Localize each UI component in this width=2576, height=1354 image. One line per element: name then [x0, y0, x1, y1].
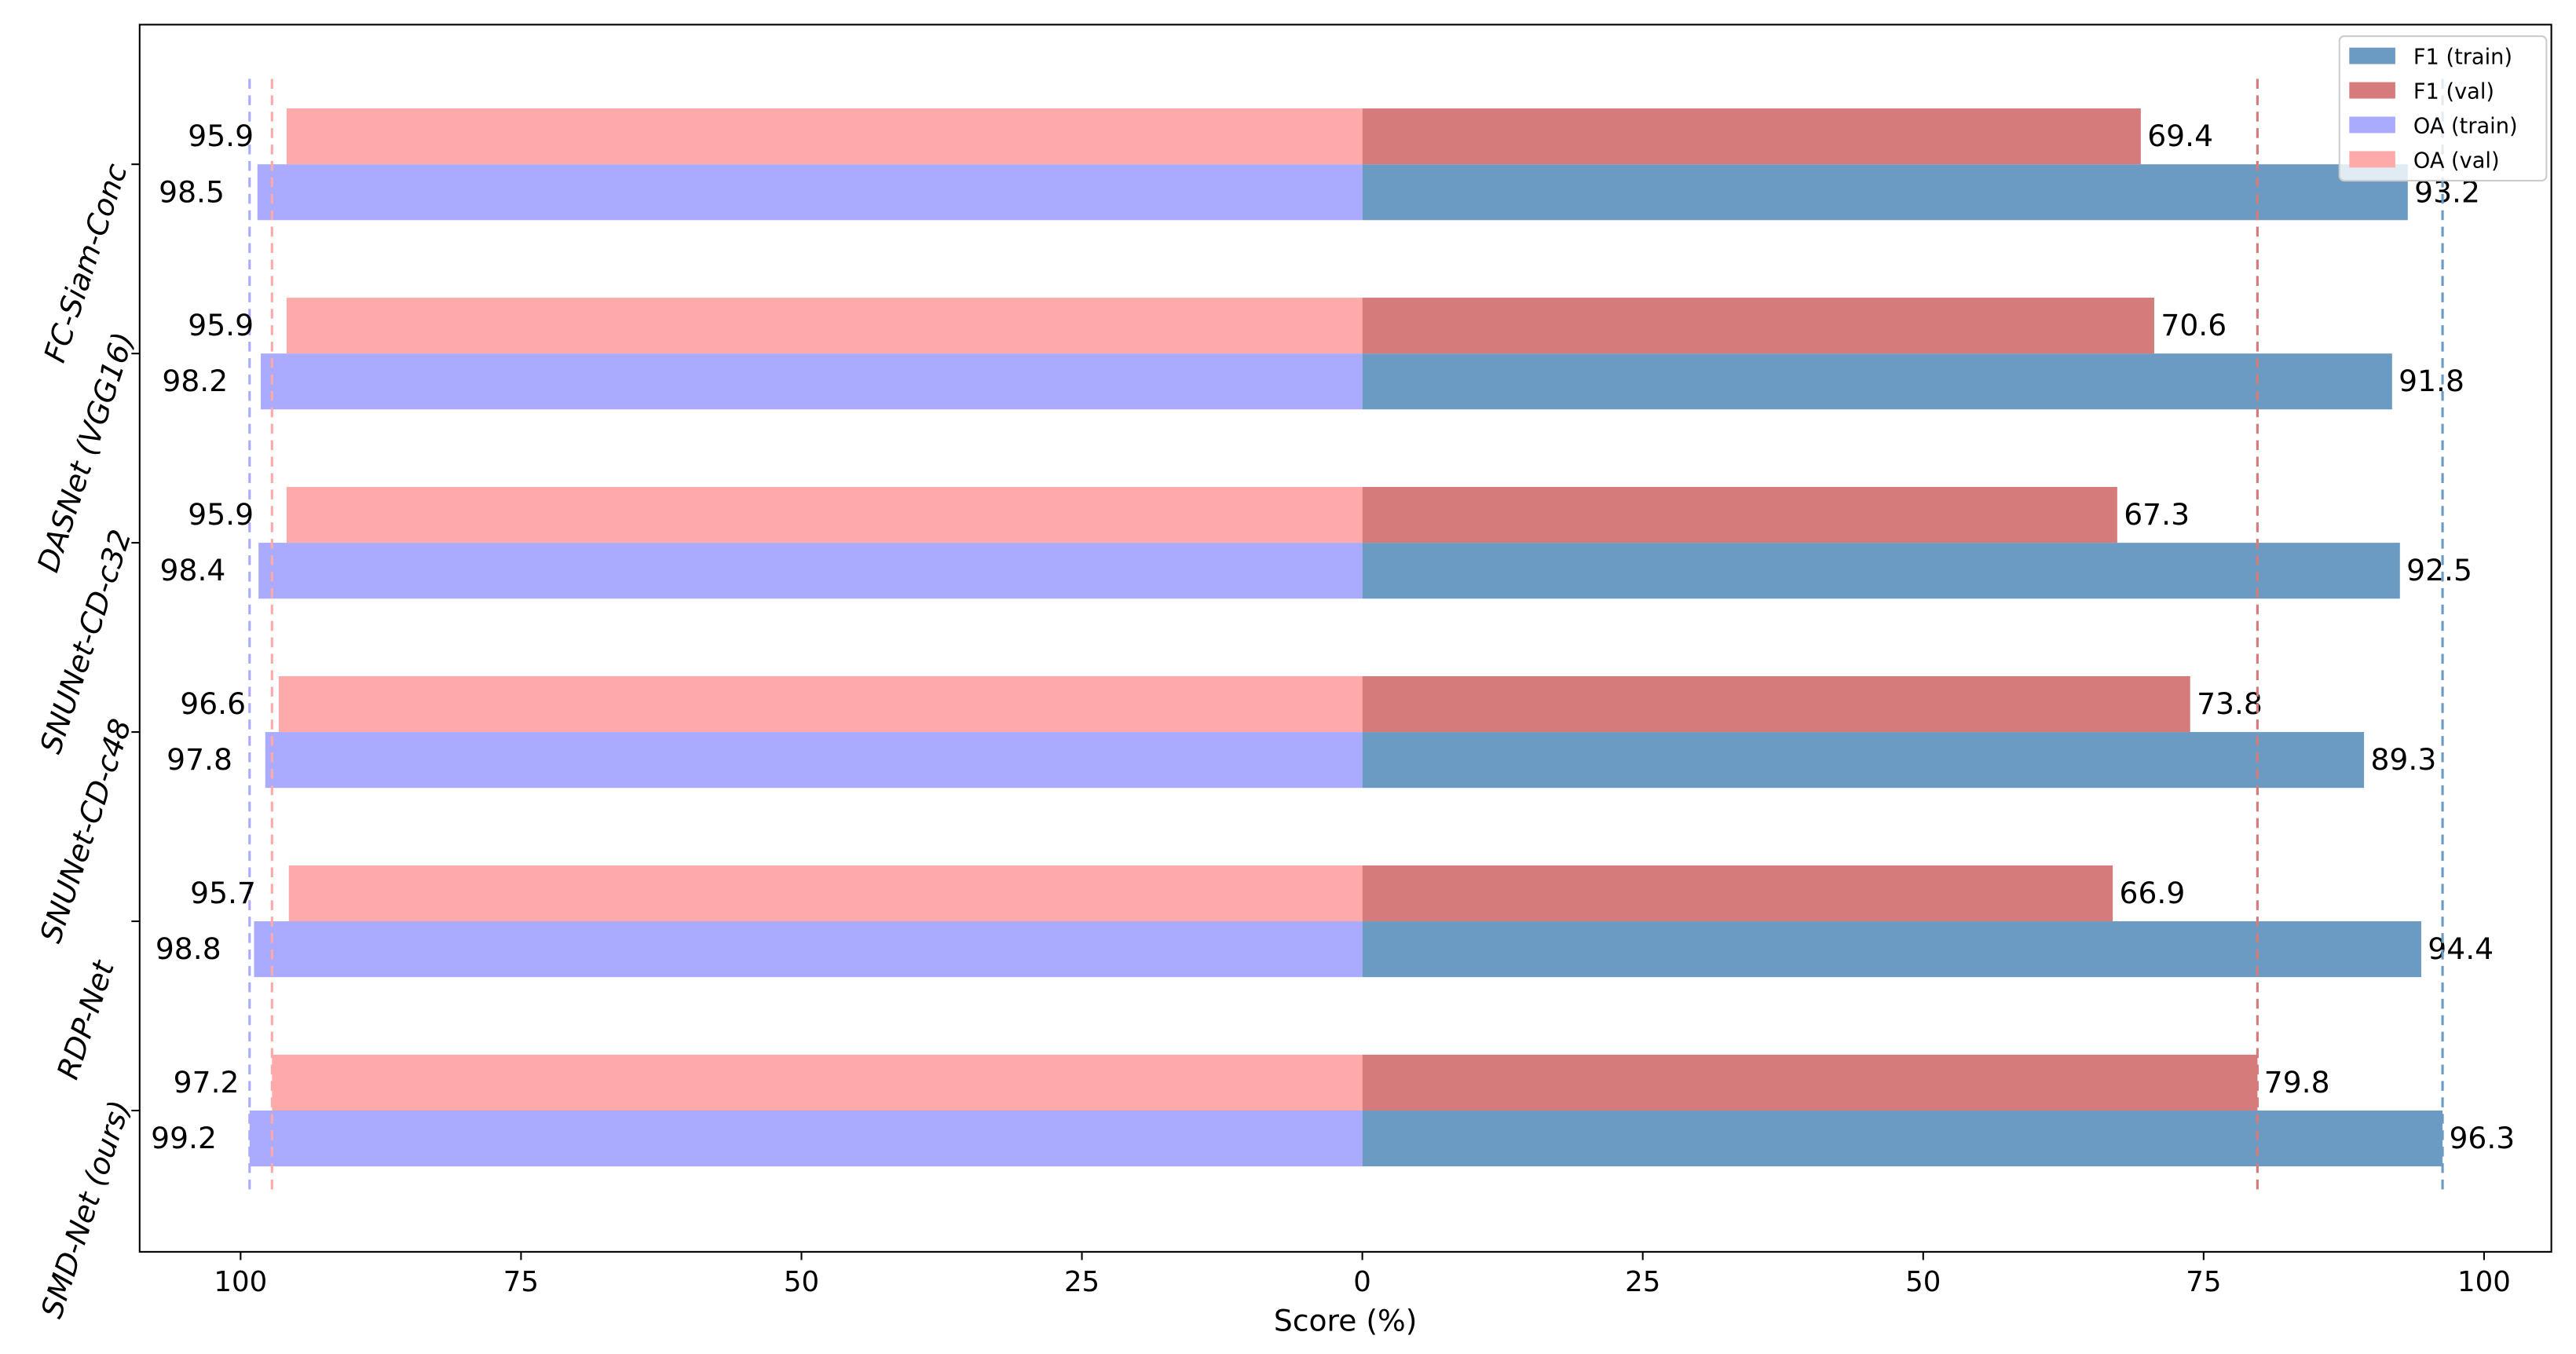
- bar: [1362, 675, 2190, 733]
- bar: [1362, 1111, 2443, 1167]
- bar: [249, 1111, 1363, 1167]
- x-tick-label: 75: [2186, 1266, 2221, 1298]
- bar: [258, 543, 1363, 599]
- value-label: 94.4: [2428, 931, 2494, 966]
- bar: [1362, 108, 2141, 165]
- bar: [257, 164, 1363, 221]
- x-tick-label: 25: [1064, 1266, 1100, 1298]
- value-label: 97.2: [174, 1065, 240, 1100]
- value-label: 96.3: [2449, 1121, 2515, 1155]
- bar: [1362, 865, 2113, 922]
- bar: [288, 865, 1363, 922]
- value-label: 98.4: [160, 553, 226, 587]
- bar: [1362, 298, 2155, 354]
- bar: [1362, 353, 2392, 410]
- value-label: 97.8: [166, 742, 232, 777]
- legend-label: F1 (train): [2413, 46, 2512, 70]
- legend: F1 (train) F1 (val) OA (train) OA (val): [2338, 35, 2548, 182]
- x-tick-label: 100: [2457, 1266, 2511, 1298]
- x-tick-label: 50: [784, 1266, 819, 1298]
- value-label: 95.9: [188, 119, 254, 153]
- legend-frame: [2338, 35, 2548, 182]
- x-tick-label: 25: [1625, 1266, 1660, 1298]
- bar: [278, 675, 1363, 733]
- bar: [286, 298, 1363, 354]
- bar: [272, 1054, 1363, 1111]
- x-tick-label: 75: [503, 1266, 539, 1298]
- bar: [1362, 164, 2408, 221]
- legend-swatch: [2349, 82, 2395, 99]
- legend-swatch: [2349, 151, 2395, 168]
- value-label: 89.3: [2370, 742, 2436, 777]
- value-label: 98.5: [159, 174, 225, 209]
- y-tick-label: RDP-Net: [50, 956, 121, 1084]
- value-label: 98.8: [156, 931, 221, 966]
- value-label: 66.9: [2120, 876, 2186, 910]
- value-label: 99.2: [151, 1121, 217, 1155]
- bar: [254, 921, 1363, 978]
- value-label: 95.9: [188, 497, 254, 532]
- plot-frame: [138, 24, 2552, 1253]
- bar: [286, 486, 1363, 543]
- bar: [1362, 921, 2421, 978]
- legend-swatch: [2349, 47, 2395, 64]
- x-tick-label: 0: [1353, 1266, 1371, 1298]
- value-label: 70.6: [2161, 308, 2227, 342]
- value-label: 92.5: [2406, 553, 2472, 587]
- bar: [1362, 543, 2400, 599]
- value-label: 69.4: [2147, 119, 2213, 153]
- value-label: 98.2: [162, 364, 228, 398]
- legend-label: F1 (val): [2413, 80, 2494, 104]
- x-tick-label: 50: [1905, 1266, 1941, 1298]
- bar: [1362, 732, 2365, 789]
- legend-swatch: [2349, 116, 2395, 134]
- bar: [261, 353, 1363, 410]
- y-tick-label: SMD-Net (ours): [34, 1096, 137, 1323]
- bar: [1362, 1054, 2258, 1111]
- value-label: 96.6: [180, 686, 246, 721]
- value-label: 73.8: [2197, 686, 2263, 721]
- x-axis-label: Score (%): [1274, 1303, 1418, 1338]
- bar: [286, 108, 1363, 165]
- legend-label: OA (val): [2413, 148, 2500, 173]
- value-label: 95.7: [190, 876, 256, 910]
- bar: [265, 732, 1363, 789]
- value-label: 79.8: [2264, 1065, 2330, 1100]
- value-label: 95.9: [188, 308, 254, 342]
- x-tick-label: 100: [214, 1266, 267, 1298]
- bar: [1362, 486, 2117, 543]
- value-label: 91.8: [2399, 364, 2464, 398]
- value-label: 67.3: [2124, 497, 2190, 532]
- legend-label: OA (train): [2413, 114, 2518, 138]
